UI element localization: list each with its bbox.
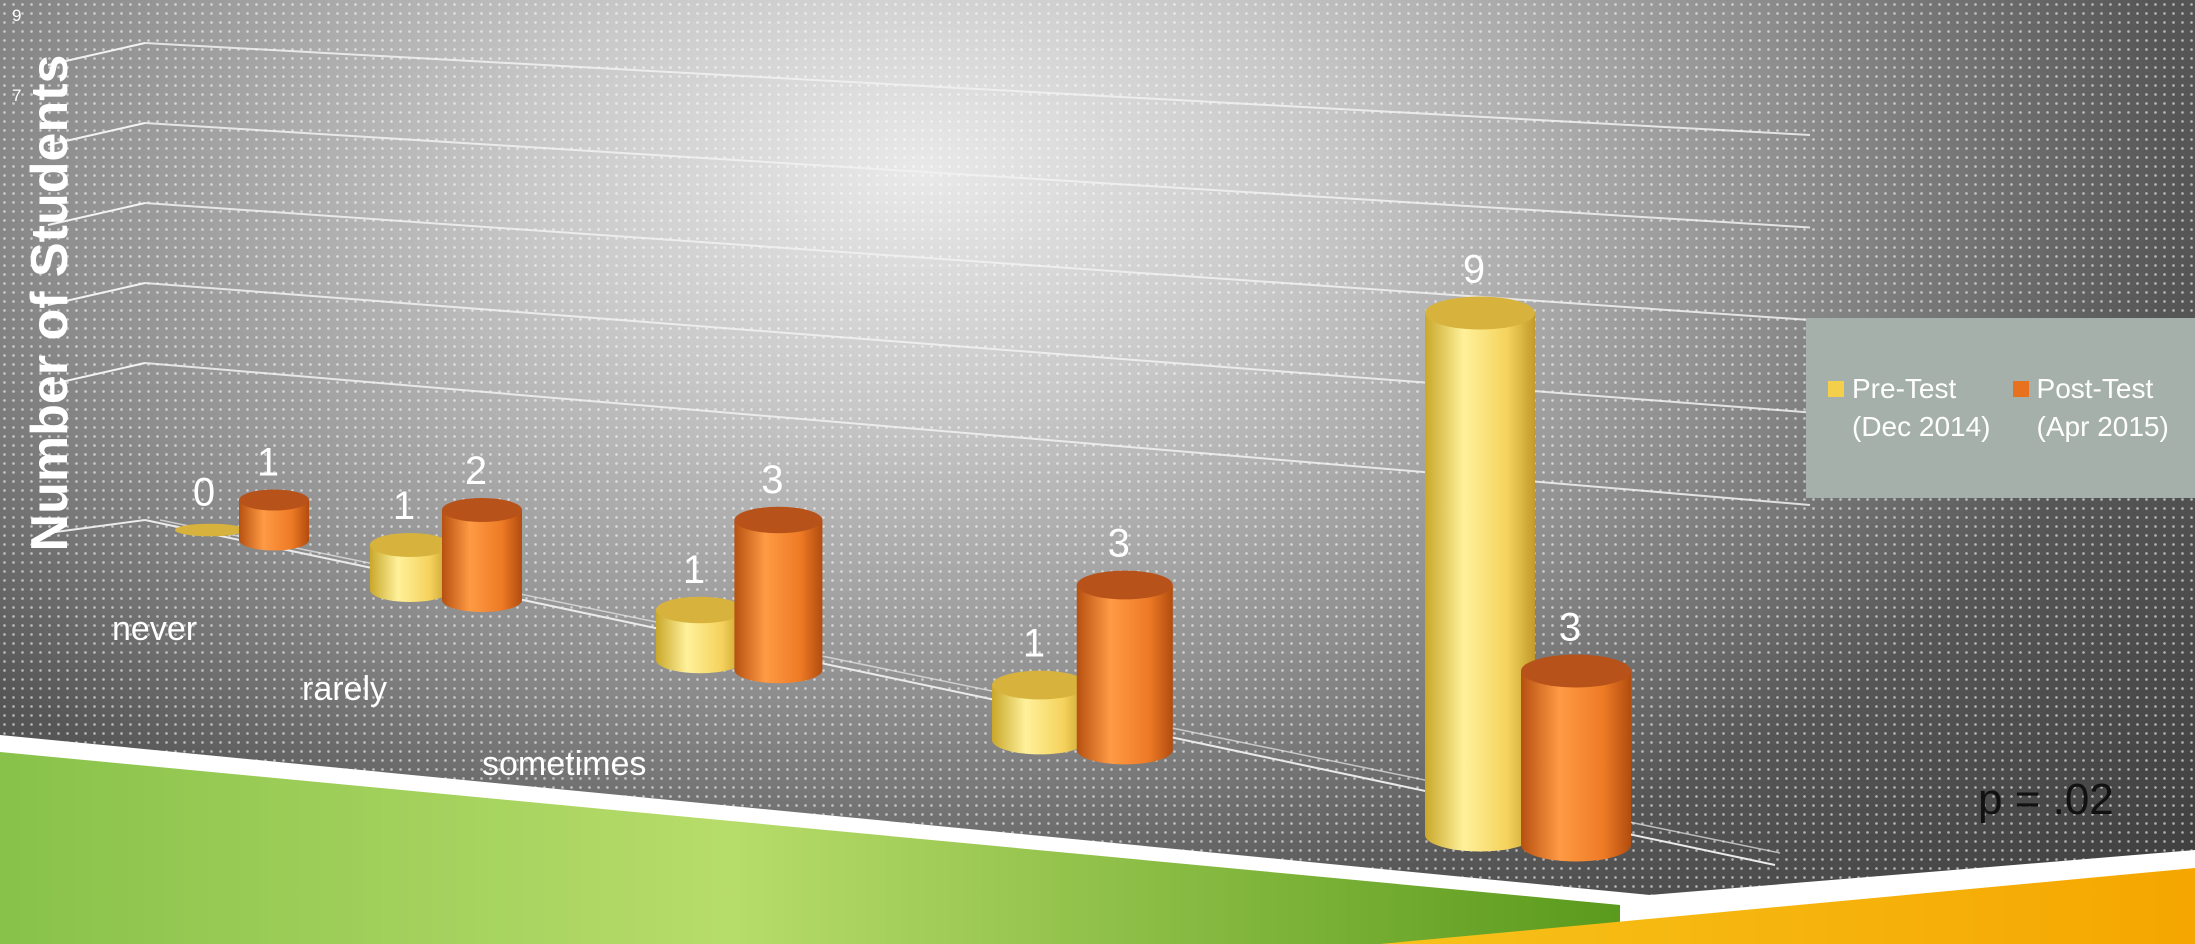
bar-top-post-always xyxy=(1521,654,1631,688)
y-tick-label: 9 xyxy=(12,6,21,25)
bar-post-rarely xyxy=(442,510,522,612)
gridline-wall-0 xyxy=(47,362,146,386)
legend-label-pre-test-line2: (Dec 2014) xyxy=(1852,411,1991,442)
y-tick-label: 7 xyxy=(12,86,21,105)
data-label-pre-always: 9 xyxy=(1463,248,1485,292)
legend-item-pre-test: Pre-Test (Dec 2014) xyxy=(1828,370,1991,498)
floor-left-edge xyxy=(47,519,146,534)
y-axis-label: Number of Students xyxy=(21,54,79,552)
gridline-4 xyxy=(144,202,1811,321)
bar-pre-rarely xyxy=(370,545,450,602)
yellow-band xyxy=(1380,868,2195,944)
category-group-always xyxy=(1425,296,1631,862)
bar-top-post-usually xyxy=(1076,570,1173,600)
category-group-never xyxy=(175,489,309,551)
bar-post-usually xyxy=(1076,585,1173,765)
gridlines xyxy=(47,42,1811,506)
data-label-post-never: 1 xyxy=(257,441,279,485)
category-group-rarely xyxy=(370,498,522,612)
bar-pre-never xyxy=(175,523,245,537)
legend-label-pre-test-line1: Pre-Test xyxy=(1852,373,1957,404)
bar-top-post-sometimes xyxy=(734,506,823,534)
bar-pre-always xyxy=(1425,313,1535,852)
data-label-post-sometimes: 3 xyxy=(761,458,783,502)
category-label-sometimes: sometimes xyxy=(482,745,646,783)
gridline-8 xyxy=(144,42,1811,136)
data-label-post-rarely: 2 xyxy=(465,449,487,493)
data-label-pre-never: 0 xyxy=(193,471,215,515)
gridline-6 xyxy=(144,122,1811,229)
p-value-annotation: p = .02 xyxy=(1978,775,2114,824)
category-group-sometimes xyxy=(656,506,823,684)
gridline-wall-2 xyxy=(47,282,146,306)
bar-top-pre-usually xyxy=(992,670,1088,700)
bar-top-post-rarely xyxy=(442,498,522,522)
bar-post-sometimes xyxy=(734,520,823,684)
category-label-never: never xyxy=(112,610,197,648)
legend-item-post-test: Post-Test (Apr 2015) xyxy=(2012,370,2169,498)
data-label-pre-rarely: 1 xyxy=(393,484,415,528)
bar-top-pre-always xyxy=(1425,296,1535,330)
bar-top-post-never xyxy=(239,489,309,511)
gridline-wall-8 xyxy=(47,42,146,66)
data-label-post-always: 3 xyxy=(1559,606,1581,650)
bar-pre-usually xyxy=(992,685,1088,755)
bar-pre-sometimes xyxy=(656,610,744,674)
data-label-post-usually: 3 xyxy=(1108,522,1130,566)
gridline-wall-6 xyxy=(47,122,146,146)
category-group-usually xyxy=(992,570,1173,765)
bars xyxy=(175,296,1631,862)
legend-label-post-test-line1: Post-Test xyxy=(2036,373,2154,404)
bar-top-pre-sometimes xyxy=(656,596,744,624)
bar-post-always xyxy=(1521,671,1631,862)
category-label-rarely: rarely xyxy=(302,670,387,708)
chart-legend: Pre-Test (Dec 2014) Post-Test (Apr 2015) xyxy=(1806,318,2195,498)
data-label-pre-usually: 1 xyxy=(1023,622,1045,666)
bar-post-never xyxy=(239,500,309,551)
gridline-wall-4 xyxy=(47,202,146,226)
slide-decoration-bands xyxy=(0,735,2195,944)
data-label-pre-sometimes: 1 xyxy=(683,548,705,592)
green-band xyxy=(0,752,1620,944)
legend-swatch-pre-test xyxy=(1828,381,1844,397)
bar-top-pre-rarely xyxy=(370,533,450,557)
legend-label-post-test-line2: (Apr 2015) xyxy=(2036,411,2169,442)
legend-swatch-post-test xyxy=(2012,381,2029,397)
